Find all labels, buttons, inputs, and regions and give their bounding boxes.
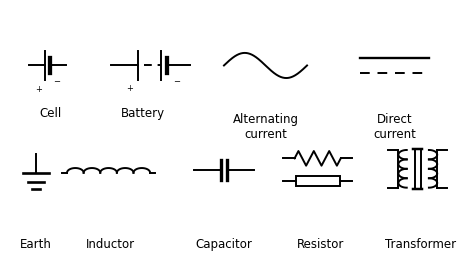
Text: Transformer: Transformer	[384, 238, 456, 251]
Text: Direct
current: Direct current	[374, 113, 416, 140]
Text: −: −	[173, 77, 180, 86]
Text: +: +	[126, 84, 133, 93]
Text: −: −	[53, 77, 60, 86]
Text: Inductor: Inductor	[86, 238, 136, 251]
Text: Earth: Earth	[20, 238, 52, 251]
Text: Alternating
current: Alternating current	[233, 113, 299, 140]
Text: Cell: Cell	[40, 107, 62, 120]
Text: +: +	[35, 85, 42, 94]
Bar	[296, 176, 340, 186]
Text: Capacitor: Capacitor	[195, 238, 252, 251]
Text: Battery: Battery	[121, 107, 165, 120]
Text: Resistor: Resistor	[297, 238, 345, 251]
